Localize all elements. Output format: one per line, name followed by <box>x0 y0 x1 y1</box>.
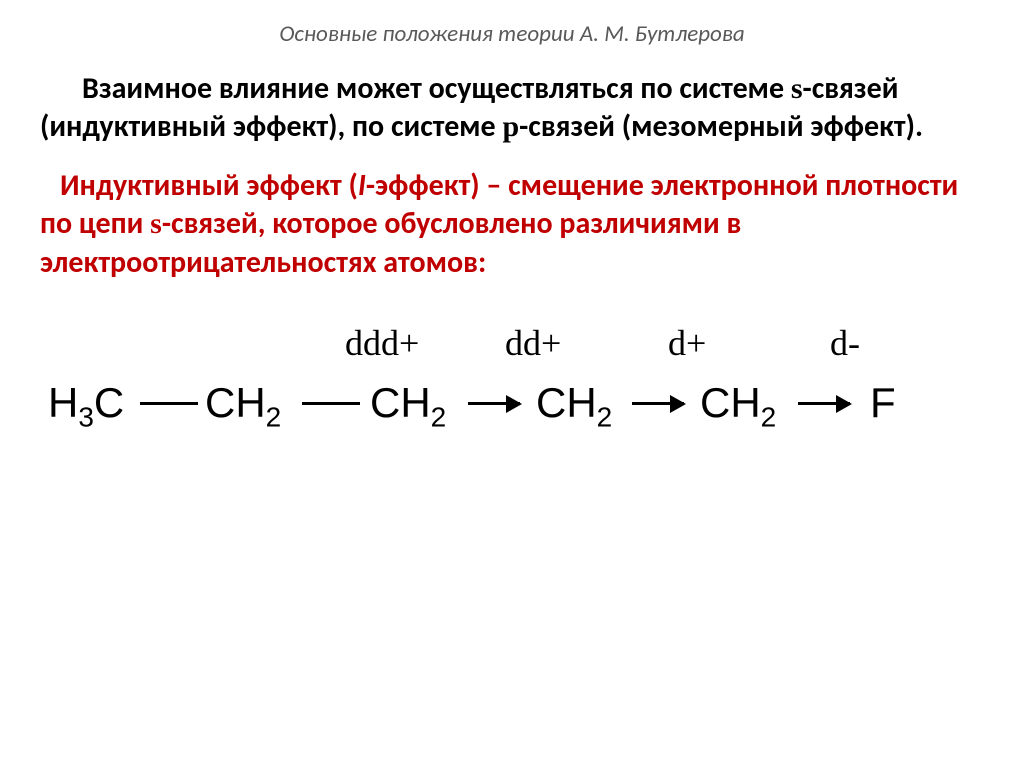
charge-d-plus: d+ <box>668 322 706 364</box>
subscript: 2 <box>597 401 613 432</box>
bond-arrow <box>632 402 684 405</box>
slide: Основные положения теории А. М. Бутлеров… <box>0 0 1024 767</box>
atom-ch2: CH2 <box>370 382 446 424</box>
charge-dd-plus: dd+ <box>505 322 561 364</box>
i-effect-symbol: I <box>358 167 366 204</box>
formula-row: H3C CH2 CH2 CH2 CH2 F <box>40 382 984 442</box>
charge-d-minus: d- <box>830 322 860 364</box>
pi-symbol: p <box>502 110 519 143</box>
bond-line <box>140 402 198 405</box>
text: C <box>94 379 124 426</box>
bond-line <box>302 402 360 405</box>
paragraph-intro: Взаимное влияние может осуществляться по… <box>40 70 984 147</box>
bond-arrow <box>798 402 850 405</box>
chemical-formula: ddd+ dd+ d+ d- H3C CH2 CH2 CH2 CH2 F <box>40 322 984 482</box>
slide-title: Основные положения теории А. М. Бутлеров… <box>40 20 984 48</box>
text: CH <box>536 379 597 426</box>
atom-h3c: H3C <box>48 382 124 424</box>
atom-ch2: CH2 <box>205 382 281 424</box>
text: Индуктивный эффект ( <box>60 167 358 204</box>
charge-ddd-plus: ddd+ <box>345 322 419 364</box>
sigma-symbol: s <box>791 72 803 105</box>
sigma-symbol: s <box>150 207 162 240</box>
text: Взаимное влияние может осуществляться по… <box>82 70 791 107</box>
subscript: 2 <box>266 401 282 432</box>
atom-ch2: CH2 <box>700 382 776 424</box>
text: F <box>870 379 896 426</box>
subscript: 3 <box>78 401 94 432</box>
text: CH <box>700 379 761 426</box>
text: H <box>48 379 78 426</box>
text: CH <box>205 379 266 426</box>
subscript: 2 <box>431 401 447 432</box>
atom-ch2: CH2 <box>536 382 612 424</box>
paragraph-definition: Индуктивный эффект (I-эффект) – смещение… <box>40 167 984 282</box>
bond-arrow <box>468 402 520 405</box>
subscript: 2 <box>761 401 777 432</box>
text: -связей (мезомерный эффект). <box>519 108 923 145</box>
atom-f: F <box>870 382 896 424</box>
partial-charges-row: ddd+ dd+ d+ d- <box>40 322 984 372</box>
text: CH <box>370 379 431 426</box>
